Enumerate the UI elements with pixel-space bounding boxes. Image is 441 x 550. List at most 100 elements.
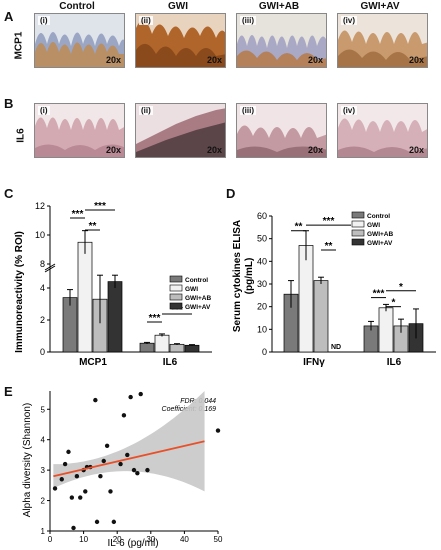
tile-tag: (iii) [240, 106, 256, 115]
y-tick-label: 4 [41, 436, 46, 445]
col-label-gwi: GWI [168, 1, 188, 12]
nd-label: ND [331, 344, 341, 351]
chart-e-ylabel: Alpha diversity (Shannon) [22, 403, 33, 518]
micrograph-mcp1-gwi-av: (iv) 20x [337, 13, 428, 68]
y-tick-label: 60 [257, 211, 267, 221]
chart-c-legend: Control GWI GWI+AB GWI+AV [169, 275, 211, 311]
chart-c-significance: ************** [70, 201, 192, 324]
x-tick-label: 50 [214, 535, 223, 544]
bar-gwi-0 [298, 245, 314, 353]
data-point [135, 470, 140, 476]
tile-tag: (ii) [139, 16, 153, 25]
y-tick-label: 10 [257, 324, 267, 334]
panel-letter-e: E [4, 384, 13, 399]
y-tick-label: 0 [262, 347, 267, 357]
panel-letter-d: D [226, 186, 236, 201]
data-point [93, 397, 98, 403]
bar-control-il6 [139, 342, 155, 353]
data-point [138, 391, 143, 397]
significance-label: *** [72, 209, 84, 220]
micrograph-mcp1-gwi-ab: (iii) 20x [236, 13, 327, 68]
bar-gwi-av-il6 [184, 344, 200, 353]
x-tick-label: 30 [146, 535, 155, 544]
significance-label: *** [149, 313, 161, 324]
bar-gwi-mcp1 [77, 241, 93, 353]
y-tick-label: 2 [41, 497, 46, 506]
y-tick-label: 10 [35, 230, 45, 240]
legend-swatch [169, 275, 183, 283]
legend-swatch [351, 220, 365, 228]
chart-c-ylabel: Immunoreactivity (% ROI) [14, 231, 25, 353]
y-tick-label: 20 [257, 302, 267, 312]
x-tick-label: 0 [48, 535, 53, 544]
legend-swatch [169, 293, 183, 301]
data-point [62, 461, 68, 467]
x-category-label: IL6 [387, 357, 402, 368]
panel-letter-c: C [4, 186, 14, 201]
chart-e-axes: 0 10 20 30 40 50 1 2 3 4 5 [41, 391, 223, 544]
data-point [125, 452, 130, 458]
data-point [83, 489, 88, 494]
bar-gwi-av-mcp1 [107, 281, 123, 353]
magnification-label: 20x [105, 55, 121, 65]
micrograph-mcp1-gwi: (ii) 20x [135, 13, 226, 68]
x-category-label: MCP1 [79, 357, 107, 368]
bar-control-mcp1 [62, 297, 78, 353]
chart-e-scatter: Alpha diversity (Shannon) IL-6 (pg/ml) F… [22, 391, 223, 549]
magnification-label: 20x [408, 55, 424, 65]
data-point [118, 461, 123, 467]
significance-label: ** [295, 222, 303, 233]
legend-label: GWI+AV [367, 240, 393, 247]
tile-tag: (ii) [139, 106, 153, 115]
chart-e-xlabel: IL-6 (pg/ml) [107, 538, 158, 549]
tissue-image [35, 14, 124, 67]
significance-label: *** [171, 305, 183, 316]
chart-d-serum-cytokines: Serum cytokines ELISA (pg/mL) 0 10 20 30 40 5… [232, 211, 436, 368]
data-point [78, 495, 83, 500]
chart-d-legend: Control GWI GWI+AB GWI+AV [351, 211, 393, 247]
tissue-image [136, 104, 225, 157]
tile-tag: (i) [38, 16, 50, 25]
regression-line [53, 440, 205, 478]
col-label-gwi-av: GWI+AV [360, 1, 400, 12]
tissue-image [338, 104, 427, 157]
axis-break-mark [44, 265, 56, 273]
legend-label: GWI+AB [367, 231, 393, 238]
tile-tag: (i) [38, 106, 50, 115]
legend-label: GWI+AB [185, 295, 211, 302]
chart-c-bars [62, 230, 200, 353]
significance-label: *** [94, 201, 106, 212]
tile-tag: (iv) [341, 16, 357, 25]
data-point [52, 486, 58, 491]
legend-swatch [351, 211, 365, 219]
legend-swatch [169, 302, 183, 310]
data-point [131, 467, 137, 473]
y-tick-label: 3 [41, 466, 46, 475]
col-label-gwi-ab: GWI+AB [258, 1, 300, 12]
data-point [59, 477, 64, 482]
significance-label: * [392, 298, 396, 309]
data-point [66, 449, 71, 455]
data-point [108, 489, 113, 494]
y-tick-label: 2 [40, 315, 45, 325]
chart-d-bars: ND [283, 230, 424, 353]
significance-label: ** [89, 221, 97, 232]
x-tick-label: 10 [79, 535, 88, 544]
magnification-label: 20x [408, 145, 424, 155]
data-point [215, 428, 221, 433]
micrograph-il6-gwi-av: (iv) 20x [337, 103, 428, 158]
tissue-image [136, 14, 225, 67]
micrograph-il6-gwi: (ii) 20x [135, 103, 226, 158]
chart-d-axes: 0 10 20 30 40 50 60 IFNγ IL6 [257, 211, 436, 368]
chart-d-significance: ************ [291, 216, 416, 309]
col-label-control: Control [59, 1, 95, 12]
significance-label: *** [373, 289, 385, 300]
x-category-label: IL6 [163, 357, 178, 368]
legend-swatch [351, 238, 365, 246]
micrograph-il6-gwi-ab: (iii) 20x [236, 103, 327, 158]
data-point [74, 474, 80, 479]
bar-gwi-il6 [154, 334, 170, 353]
bar-gwi-1 [378, 307, 394, 353]
micrograph-mcp1-control: (i) 20x [34, 13, 125, 68]
y-tick-label: 30 [257, 279, 267, 289]
